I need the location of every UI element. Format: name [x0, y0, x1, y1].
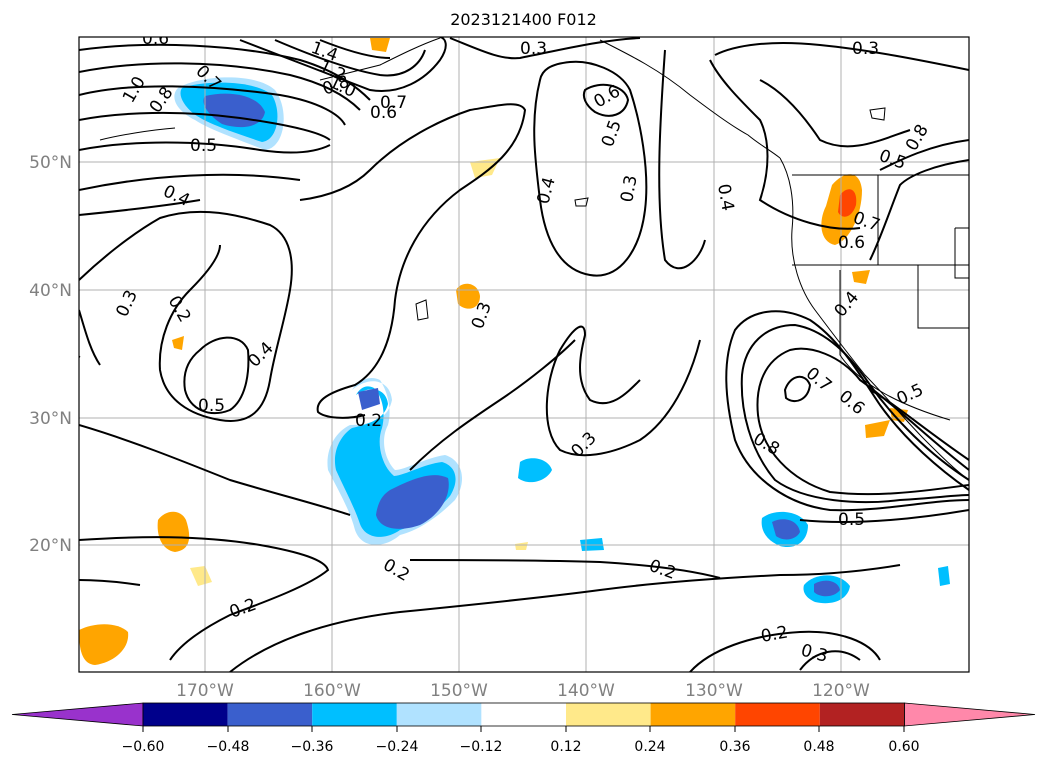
colorbar-tick-labels: −0.60 −0.48 −0.36 −0.24 −0.12 0.12 0.24 …	[122, 739, 920, 755]
colorbar-cell	[566, 703, 651, 726]
map-title: 2023121400 F012	[450, 10, 597, 29]
colorbar-cell	[312, 703, 397, 726]
colorbar-tick-label: −0.48	[207, 739, 250, 755]
contour-label: 0.6	[142, 29, 169, 49]
contour-label: 0.2	[355, 411, 382, 431]
colorbar-cell	[227, 703, 313, 726]
colorbar-tick-label: 0.60	[888, 739, 919, 755]
contour-label: 0.5	[838, 510, 865, 530]
colorbar-tick-label: 0.36	[719, 739, 750, 755]
contour-label: 0.6	[370, 103, 397, 123]
colorbar-tick-label: 0.12	[550, 739, 581, 755]
lat-label: 20°N	[29, 536, 72, 556]
contour-label: 0.7	[380, 93, 407, 113]
colorbar-tick-label: 0.48	[803, 739, 834, 755]
colorbar-extend-high	[904, 702, 1036, 727]
colorbar-frame	[142, 702, 905, 727]
contour-label: 0.5	[190, 136, 217, 156]
contour-label: 0.4	[61, 351, 85, 381]
lon-label: 130°W	[685, 681, 743, 701]
colorbar-tick-label: −0.24	[376, 739, 419, 755]
colorbar-tick-label: −0.12	[460, 739, 503, 755]
coastlines	[99, 37, 969, 481]
colorbar-tick-label: −0.36	[291, 739, 334, 755]
contour-label: 0.5	[198, 396, 225, 416]
colorbar-extend-low	[11, 702, 144, 727]
gridlines	[79, 37, 969, 672]
contour-label: 0.3	[520, 39, 547, 59]
lon-label: 140°W	[557, 681, 615, 701]
lat-label: 30°N	[29, 409, 72, 429]
colorbar-cells	[11, 702, 1036, 727]
lon-label: 160°W	[303, 681, 361, 701]
colorbar-tick-label: 0.24	[634, 739, 665, 755]
colorbar-cell	[735, 703, 820, 726]
contour-label: 0.2	[759, 623, 789, 647]
lat-label: 50°N	[29, 153, 72, 173]
contour-label: 0.3	[852, 39, 879, 59]
latitude-labels: 50°N 40°N 30°N 20°N	[29, 153, 72, 556]
contour-lines	[79, 37, 969, 672]
colorbar-cell	[143, 703, 228, 726]
lat-label: 40°N	[29, 281, 72, 301]
contour-label: 0.6	[838, 233, 865, 253]
contour-label: 0.3	[617, 174, 641, 204]
map-frame	[78, 36, 970, 673]
lon-label: 150°W	[430, 681, 488, 701]
colorbar-cell	[396, 703, 482, 726]
colorbar-ticks	[142, 726, 905, 732]
longitude-labels: 170°W 160°W 150°W 140°W 130°W 120°W	[176, 681, 870, 701]
colorbar: −0.60 −0.48 −0.36 −0.24 −0.12 0.12 0.24 …	[11, 702, 1036, 755]
lon-label: 170°W	[176, 681, 234, 701]
contour-label: 0.4	[713, 182, 737, 212]
colorbar-cell	[650, 703, 736, 726]
colorbar-tick-label: −0.60	[122, 739, 165, 755]
colorbar-cell	[819, 703, 905, 726]
map-panel: 0.6 1.4 1.2 1.0 0.8 0.7 0.7 1.0 0.8 0.6 …	[61, 29, 969, 672]
colorbar-cell	[481, 703, 566, 726]
lon-label: 120°W	[812, 681, 870, 701]
